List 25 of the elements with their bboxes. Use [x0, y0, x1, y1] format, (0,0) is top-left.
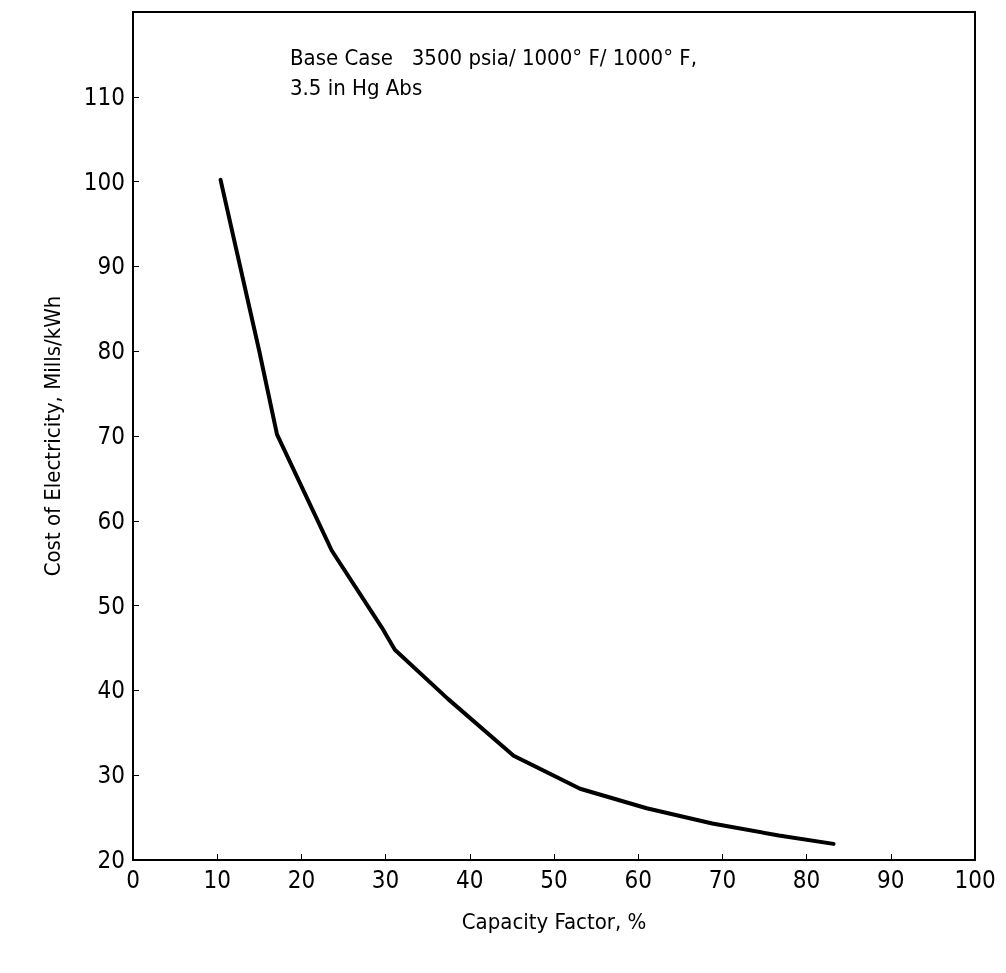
y-tick-label: 100	[83, 167, 125, 196]
x-tick-label: 30	[371, 866, 400, 894]
x-tick-label: 80	[792, 866, 821, 894]
y-tick-label: 70	[97, 422, 125, 450]
x-tick-label: 40	[456, 866, 484, 894]
y-tick-label: 80	[97, 337, 125, 366]
x-tick-label: 0	[126, 866, 140, 894]
y-tick-label: 60	[97, 506, 125, 535]
y-tick-label: 110	[83, 82, 125, 111]
y-axis-title: Cost of Electricity, Mills/kWh	[39, 295, 65, 577]
x-tick-label: 60	[624, 866, 652, 894]
y-tick-label: 30	[97, 761, 125, 790]
x-tick-label: 50	[540, 866, 568, 894]
line-series	[218, 177, 836, 846]
x-tick-label: 90	[877, 866, 905, 894]
x-tick-label: 100	[954, 866, 996, 894]
y-tick-label: 50	[97, 591, 125, 620]
annotation: Base Case 3500 psia/ 1000° F/ 1000° F, 3.5 in Hg Abs	[290, 44, 697, 100]
x-tick-label: 20	[287, 866, 316, 894]
y-tick-label: 90	[97, 252, 125, 281]
x-axis-title: Capacity Factor, %	[461, 908, 647, 934]
y-tick-label: 40	[97, 676, 125, 705]
x-tick-label: 10	[203, 866, 231, 894]
x-tick-label: 70	[708, 866, 737, 894]
y-tick-label: 20	[97, 846, 125, 874]
